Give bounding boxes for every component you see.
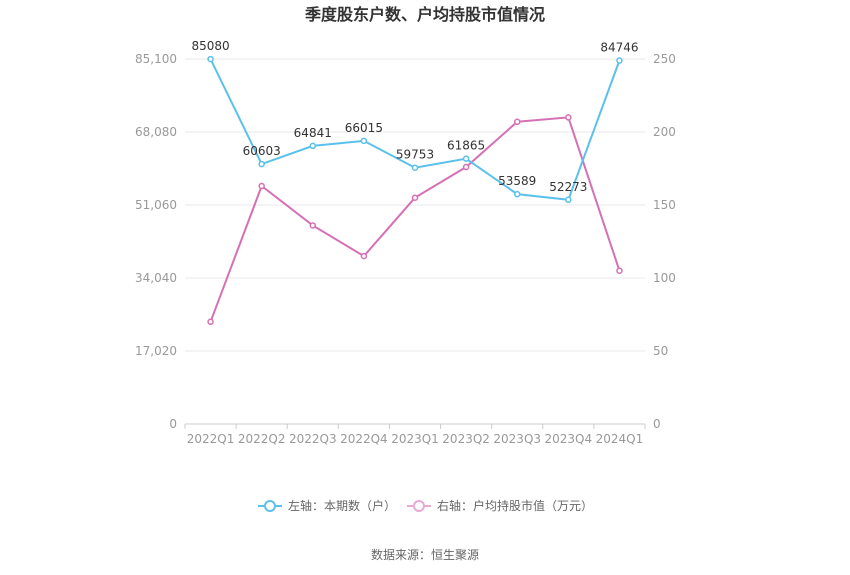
holders-point bbox=[513, 190, 521, 198]
data-label: 59753 bbox=[396, 148, 434, 162]
left-tick-label: 51,060 bbox=[135, 198, 177, 212]
market-value-point bbox=[411, 194, 419, 201]
data-label: 66015 bbox=[345, 121, 383, 135]
right-tick-label: 0 bbox=[653, 417, 661, 431]
market-value-point bbox=[616, 267, 623, 274]
holders-point bbox=[462, 155, 470, 162]
data-label: 61865 bbox=[447, 139, 485, 153]
right-tick-label: 250 bbox=[653, 52, 676, 66]
chart-title: 季度股东户数、户均持股市值情况 bbox=[304, 5, 545, 24]
holders-point bbox=[309, 142, 317, 150]
data-label: 52273 bbox=[549, 180, 587, 194]
legend-marker-icon bbox=[413, 500, 425, 512]
right-axis: 0 50 100 150 200 250 bbox=[653, 52, 676, 431]
market-value-point bbox=[565, 114, 572, 121]
holders-point bbox=[258, 160, 265, 168]
x-tick-label: 2023Q3 bbox=[493, 432, 541, 446]
legend: 左轴：本期数（户） 右轴：户均持股市值（万元） bbox=[258, 498, 593, 513]
holders-point bbox=[565, 196, 572, 204]
market-value-point bbox=[360, 252, 368, 260]
market-value-point bbox=[513, 118, 521, 126]
right-tick-label: 50 bbox=[653, 344, 668, 358]
data-label: 53589 bbox=[498, 174, 536, 188]
legend-label: 左轴：本期数（户） bbox=[288, 498, 396, 513]
holders-point bbox=[207, 55, 214, 63]
x-tick-label: 2022Q1 bbox=[187, 432, 235, 446]
left-tick-label: 85,100 bbox=[135, 52, 177, 66]
data-label: 84746 bbox=[600, 41, 638, 55]
left-tick-label: 17,020 bbox=[135, 344, 177, 358]
market-value-point bbox=[462, 163, 470, 171]
x-tick-label: 2023Q4 bbox=[545, 432, 593, 446]
legend-marker-icon bbox=[264, 500, 276, 512]
series-layer: 85080 60603 64841 66015 59753 61865 53589 52273… bbox=[191, 39, 639, 326]
right-tick-label: 150 bbox=[653, 198, 676, 212]
market-value-point bbox=[258, 182, 265, 190]
left-axis: 0 17,020 34,040 51,060 68,080 85,100 bbox=[135, 52, 177, 431]
legend-item[interactable]: 右轴：户均持股市值（万元） bbox=[407, 498, 593, 513]
data-label: 85080 bbox=[191, 39, 229, 53]
holders-point bbox=[411, 164, 419, 171]
x-tick-label: 2022Q4 bbox=[340, 432, 388, 446]
left-tick-label: 34,040 bbox=[135, 271, 177, 285]
data-label: 60603 bbox=[243, 144, 281, 158]
left-tick-label: 0 bbox=[169, 417, 177, 431]
right-tick-label: 200 bbox=[653, 125, 676, 139]
right-tick-label: 100 bbox=[653, 271, 676, 285]
holders-point bbox=[616, 57, 623, 64]
x-tick-label: 2023Q2 bbox=[442, 432, 490, 446]
x-tick-label: 2022Q3 bbox=[289, 432, 337, 446]
legend-label: 右轴：户均持股市值（万元） bbox=[437, 498, 593, 513]
left-tick-label: 68,080 bbox=[135, 125, 177, 139]
grid bbox=[185, 58, 645, 425]
source-text: 数据来源：恒生聚源 bbox=[371, 547, 479, 562]
holders-point bbox=[360, 137, 368, 145]
legend-item[interactable]: 左轴：本期数（户） bbox=[258, 498, 396, 513]
x-axis: 2022Q1 2022Q2 2022Q3 2022Q4 2023Q1 2023Q2 2023… bbox=[184, 424, 646, 446]
holders-line bbox=[209, 58, 621, 201]
data-label: 64841 bbox=[294, 126, 332, 140]
market-value-point bbox=[309, 222, 317, 229]
x-tick-label: 2023Q1 bbox=[391, 432, 439, 446]
market-value-point bbox=[207, 318, 214, 326]
x-tick-label: 2022Q2 bbox=[238, 432, 286, 446]
x-tick-label: 2024Q1 bbox=[596, 432, 644, 446]
